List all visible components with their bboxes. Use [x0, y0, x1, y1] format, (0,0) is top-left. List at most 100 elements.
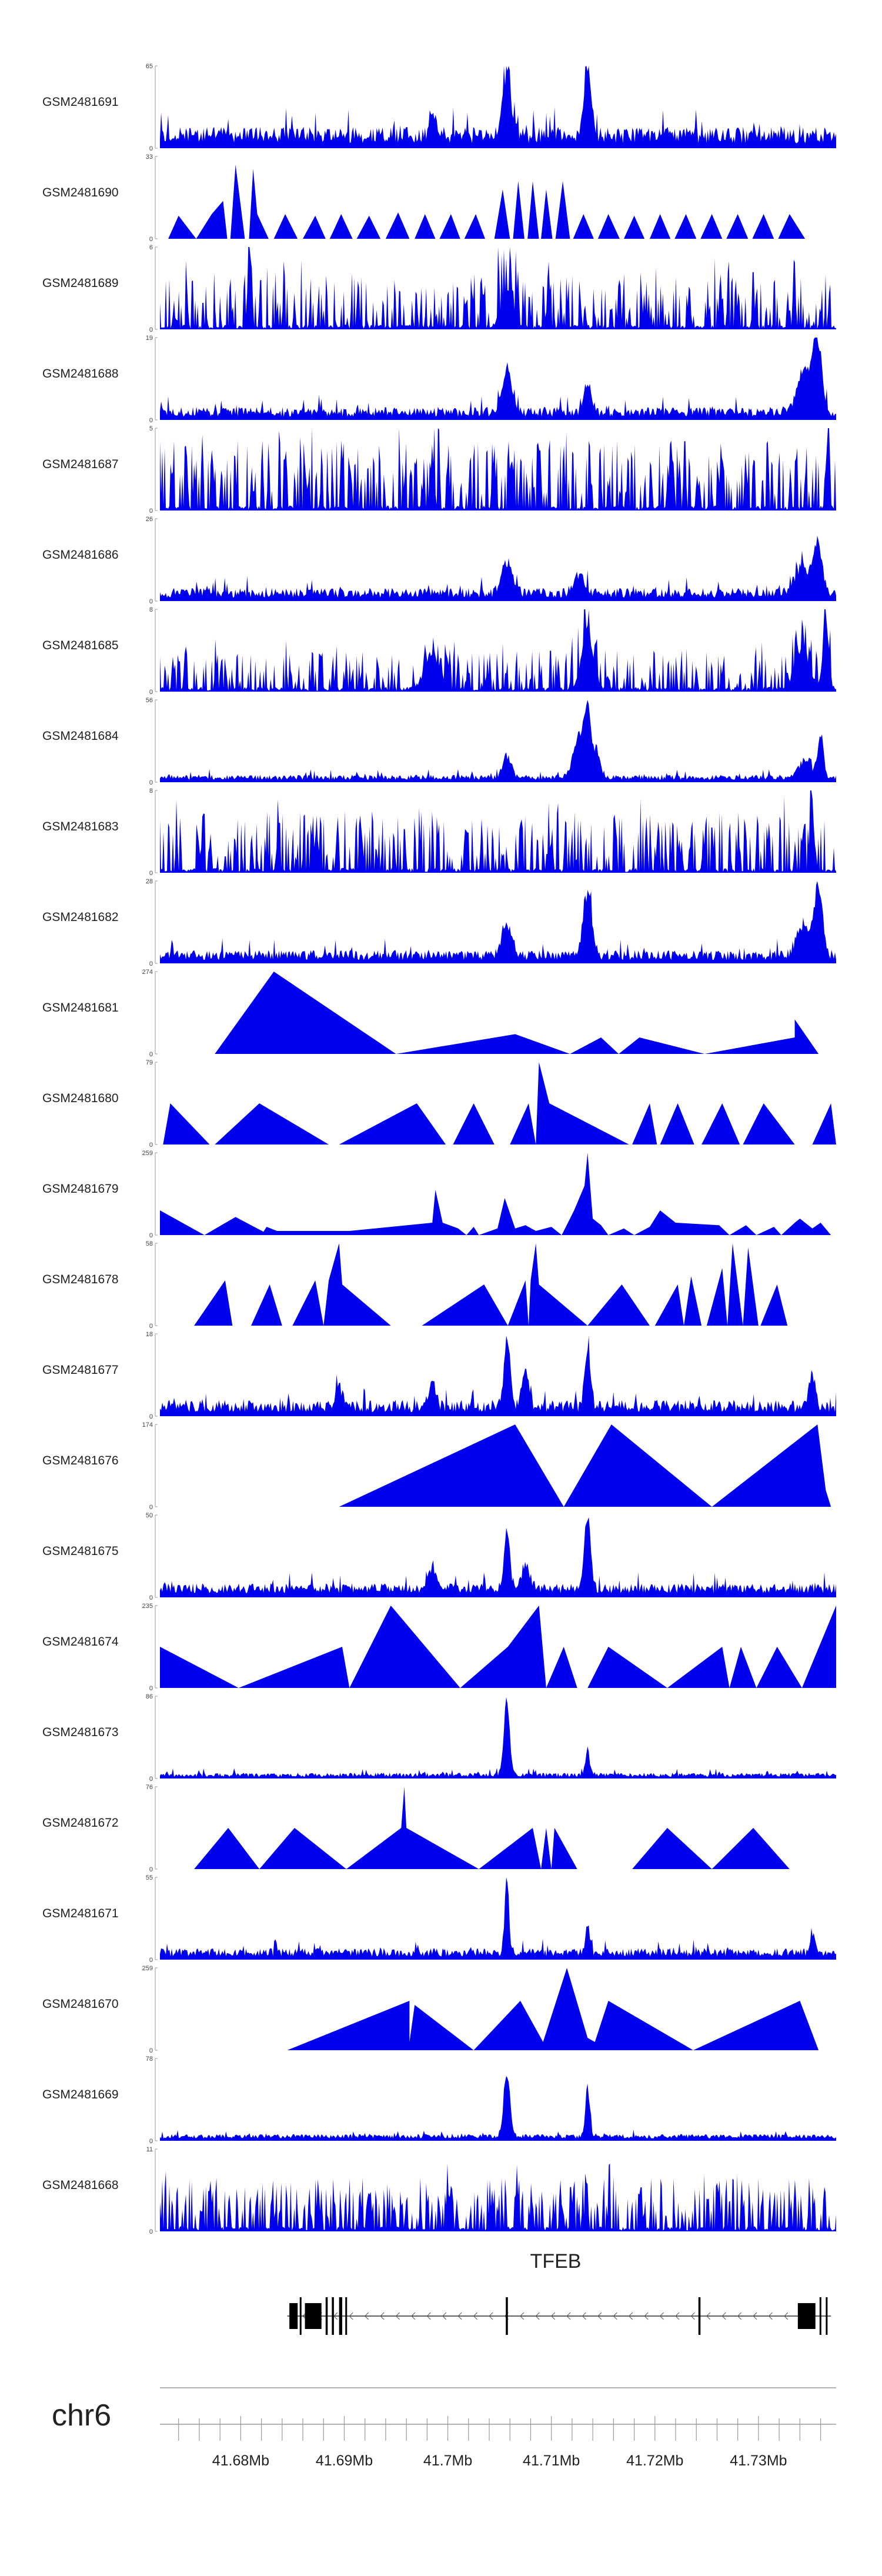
coverage-area	[194, 1787, 790, 1869]
track-label: GSM2481686	[42, 548, 119, 562]
track-label: GSM2481674	[42, 1635, 119, 1649]
y-max-label: 56	[146, 697, 153, 704]
strand-arrow	[349, 2312, 353, 2320]
track-gsm2481672: GSM2481672 76 0	[42, 1784, 790, 1873]
track-gsm2481668: GSM2481668 11 0	[42, 2146, 836, 2235]
y-min-label: 0	[149, 1685, 153, 1692]
y-min-label: 0	[149, 598, 153, 605]
track-gsm2481684: GSM2481684 56 0	[42, 697, 836, 786]
coverage-area	[160, 247, 836, 329]
coverage-area	[160, 1335, 836, 1416]
y-min-label: 0	[149, 145, 153, 152]
track-label: GSM2481680	[42, 1092, 119, 1105]
strand-arrow	[395, 2312, 400, 2320]
coverage-area	[160, 790, 836, 873]
gene-exon	[797, 2303, 816, 2329]
y-min-label: 0	[149, 236, 153, 243]
strand-arrow	[690, 2312, 695, 2320]
y-max-label: 76	[146, 1784, 153, 1791]
track-label: GSM2481679	[42, 1182, 119, 1196]
coverage-area	[215, 972, 819, 1054]
strand-arrow	[473, 2312, 477, 2320]
track-gsm2481671: GSM2481671 55 0	[42, 1874, 836, 1964]
strand-arrow	[644, 2312, 649, 2320]
chromosome-label: chr6	[52, 2398, 111, 2432]
y-max-label: 11	[146, 2146, 153, 2153]
track-gsm2481691: GSM2481691 65 0	[42, 63, 836, 152]
strand-arrow	[706, 2312, 711, 2320]
strand-arrow	[380, 2312, 385, 2320]
track-gsm2481688: GSM2481688 19 0	[42, 335, 836, 424]
y-max-label: 259	[142, 1965, 153, 1972]
y-min-label: 0	[149, 1594, 153, 1601]
track-label: GSM2481683	[42, 820, 119, 833]
track-gsm2481677: GSM2481677 18 0	[42, 1331, 836, 1420]
genome-axis: chr6 41.68Mb 41.69Mb 41.7Mb 41.71Mb 41.72Mb 41…	[52, 2387, 836, 2469]
y-max-label: 79	[146, 1059, 153, 1066]
y-max-label: 33	[146, 154, 153, 161]
track-label: GSM2481675	[42, 1544, 119, 1558]
gene-exon	[325, 2297, 328, 2335]
strand-arrow	[520, 2312, 524, 2320]
track-gsm2481689: GSM2481689 6 0	[42, 244, 836, 333]
strand-arrow	[535, 2312, 540, 2320]
strand-arrow	[442, 2312, 447, 2320]
gene-label: TFEB	[530, 2250, 582, 2273]
strand-arrow	[675, 2312, 680, 2320]
track-gsm2481683: GSM2481683 8 0	[42, 788, 836, 877]
coverage-area	[160, 1606, 836, 1688]
y-min-label: 0	[149, 417, 153, 424]
track-gsm2481687: GSM2481687 5 0	[42, 425, 836, 515]
track-label: GSM2481670	[42, 1997, 119, 2011]
coverage-area	[160, 338, 836, 420]
track-label: GSM2481681	[42, 1001, 119, 1015]
track-label: GSM2481689	[42, 276, 119, 290]
gene-exon	[345, 2297, 348, 2335]
track-gsm2481679: GSM2481679 259 0	[42, 1150, 831, 1239]
coverage-area	[160, 700, 836, 782]
coverage-area	[160, 1697, 836, 1778]
track-gsm2481680: GSM2481680 79 0	[42, 1059, 836, 1149]
coverage-area	[168, 165, 806, 239]
strand-arrow	[721, 2312, 726, 2320]
gene-exon	[305, 2303, 322, 2329]
y-min-label: 0	[149, 870, 153, 877]
track-label: GSM2481678	[42, 1273, 119, 1286]
axis-tick-label: 41.71Mb	[523, 2452, 580, 2469]
y-min-label: 0	[149, 1051, 153, 1058]
strand-arrow	[768, 2312, 773, 2320]
coverage-area	[160, 2076, 836, 2141]
gene-exon	[339, 2297, 342, 2335]
track-gsm2481675: GSM2481675 50 0	[42, 1512, 836, 1601]
y-max-label: 174	[142, 1422, 153, 1429]
gene-exon	[289, 2303, 298, 2329]
track-label: GSM2481671	[42, 1907, 119, 1920]
y-min-label: 0	[149, 508, 153, 515]
axis-tick-label: 41.68Mb	[212, 2452, 269, 2469]
y-max-label: 65	[146, 63, 153, 70]
y-max-label: 8	[149, 606, 153, 613]
y-min-label: 0	[149, 1232, 153, 1239]
track-label: GSM2481677	[42, 1363, 119, 1377]
track-label: GSM2481688	[42, 367, 119, 381]
strand-arrow	[582, 2312, 586, 2320]
y-max-label: 274	[142, 969, 153, 976]
track-gsm2481685: GSM2481685 8 0	[42, 606, 836, 696]
strand-arrow	[613, 2312, 617, 2320]
y-min-label: 0	[149, 2138, 153, 2145]
strand-arrow	[659, 2312, 664, 2320]
gene-exon	[698, 2297, 701, 2335]
strand-arrow	[364, 2312, 369, 2320]
y-min-label: 0	[149, 1776, 153, 1783]
gene-exon	[819, 2297, 821, 2335]
gene-exon	[826, 2297, 828, 2335]
y-max-label: 5	[149, 425, 153, 432]
coverage-area	[160, 66, 836, 148]
coverage-area	[160, 2163, 836, 2231]
coverage-area	[160, 1153, 831, 1235]
track-gsm2481682: GSM2481682 28 0	[42, 878, 836, 967]
track-label: GSM2481672	[42, 1816, 119, 1830]
y-max-label: 78	[146, 2056, 153, 2063]
y-min-label: 0	[149, 1504, 153, 1511]
